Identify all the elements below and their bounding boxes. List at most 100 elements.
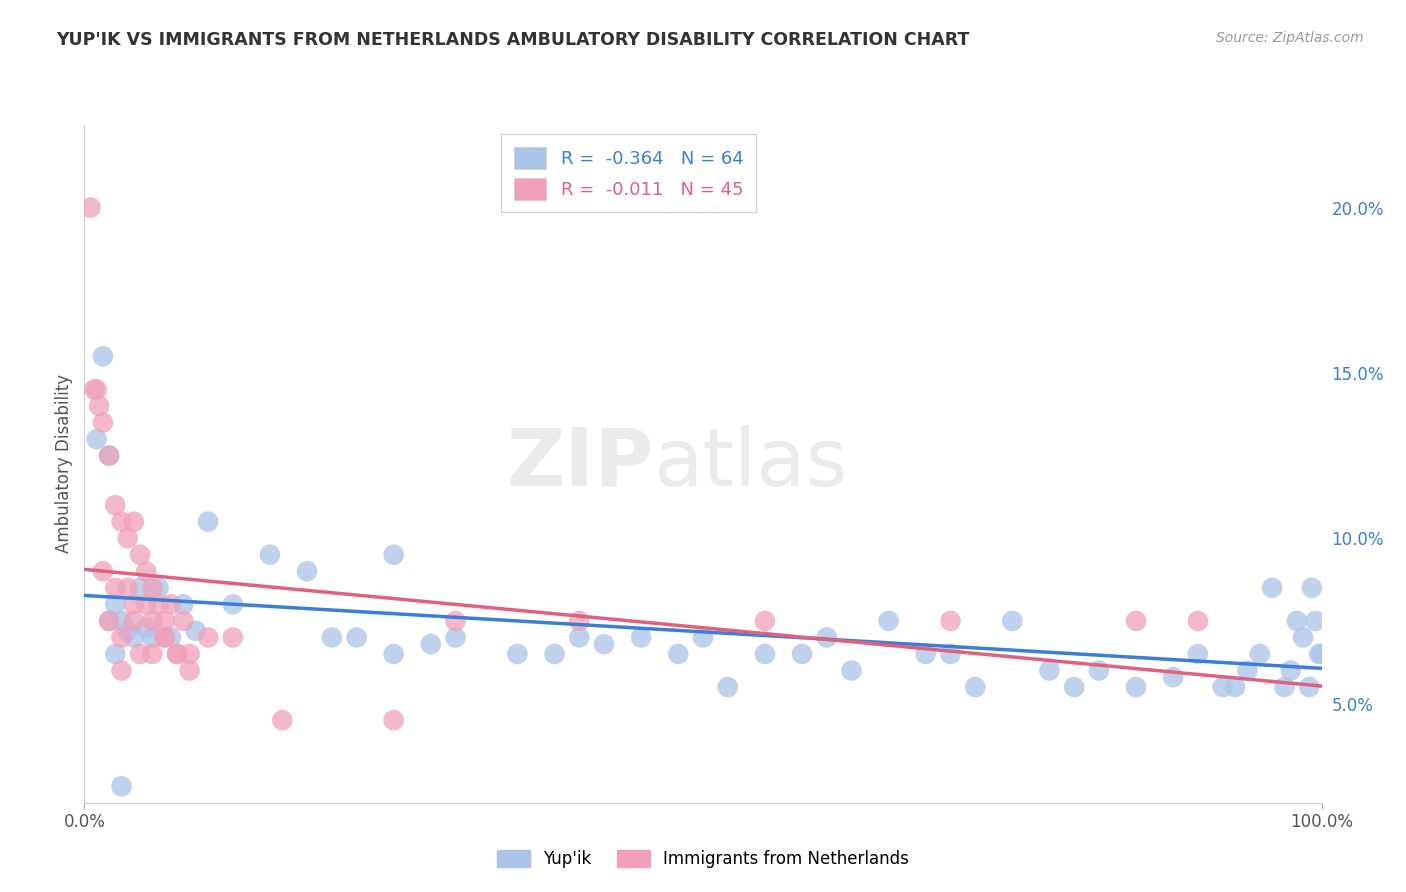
Point bbox=[86, 432, 108, 446]
Point bbox=[98, 614, 121, 628]
Point bbox=[79, 201, 101, 215]
Point bbox=[841, 664, 863, 678]
Point bbox=[122, 631, 145, 645]
Point bbox=[1212, 680, 1234, 694]
Point bbox=[129, 548, 152, 562]
Point bbox=[98, 449, 121, 463]
Point bbox=[1236, 664, 1258, 678]
Point bbox=[110, 631, 132, 645]
Point bbox=[1301, 581, 1323, 595]
Text: atlas: atlas bbox=[654, 425, 848, 503]
Point bbox=[1285, 614, 1308, 628]
Text: ZIP: ZIP bbox=[506, 425, 654, 503]
Point bbox=[666, 647, 689, 661]
Point bbox=[179, 664, 201, 678]
Point bbox=[1305, 614, 1327, 628]
Point bbox=[117, 624, 139, 638]
Point bbox=[1125, 680, 1147, 694]
Point bbox=[568, 614, 591, 628]
Point bbox=[965, 680, 987, 694]
Point bbox=[117, 581, 139, 595]
Point bbox=[148, 581, 170, 595]
Point bbox=[692, 631, 714, 645]
Point bbox=[91, 350, 114, 364]
Point bbox=[98, 614, 121, 628]
Point bbox=[117, 531, 139, 545]
Point bbox=[91, 416, 114, 430]
Point bbox=[141, 581, 163, 595]
Point bbox=[382, 548, 405, 562]
Text: Source: ZipAtlas.com: Source: ZipAtlas.com bbox=[1216, 31, 1364, 45]
Point bbox=[444, 614, 467, 628]
Point bbox=[104, 647, 127, 661]
Point bbox=[160, 598, 183, 612]
Point bbox=[630, 631, 652, 645]
Point bbox=[1088, 664, 1111, 678]
Point bbox=[110, 664, 132, 678]
Point bbox=[506, 647, 529, 661]
Point bbox=[172, 614, 194, 628]
Point bbox=[346, 631, 368, 645]
Point bbox=[568, 631, 591, 645]
Point bbox=[1187, 614, 1209, 628]
Text: YUP'IK VS IMMIGRANTS FROM NETHERLANDS AMBULATORY DISABILITY CORRELATION CHART: YUP'IK VS IMMIGRANTS FROM NETHERLANDS AM… bbox=[56, 31, 970, 49]
Point bbox=[1298, 680, 1320, 694]
Point bbox=[135, 598, 157, 612]
Point bbox=[593, 637, 616, 651]
Point bbox=[122, 515, 145, 529]
Point bbox=[148, 598, 170, 612]
Point bbox=[153, 631, 176, 645]
Point bbox=[419, 637, 441, 651]
Point bbox=[382, 647, 405, 661]
Point bbox=[1274, 680, 1296, 694]
Point bbox=[939, 614, 962, 628]
Point bbox=[1038, 664, 1060, 678]
Point bbox=[160, 631, 183, 645]
Point bbox=[1292, 631, 1315, 645]
Point bbox=[197, 631, 219, 645]
Point bbox=[141, 614, 163, 628]
Point bbox=[83, 383, 105, 397]
Point bbox=[129, 581, 152, 595]
Point bbox=[153, 614, 176, 628]
Point bbox=[790, 647, 813, 661]
Point bbox=[153, 631, 176, 645]
Point bbox=[1310, 647, 1333, 661]
Point bbox=[295, 564, 318, 578]
Point bbox=[1187, 647, 1209, 661]
Point bbox=[1308, 647, 1330, 661]
Point bbox=[179, 647, 201, 661]
Point bbox=[86, 383, 108, 397]
Point bbox=[122, 598, 145, 612]
Point bbox=[1161, 670, 1184, 684]
Point bbox=[98, 449, 121, 463]
Point bbox=[135, 564, 157, 578]
Point bbox=[444, 631, 467, 645]
Point bbox=[104, 498, 127, 512]
Point bbox=[271, 713, 294, 727]
Point bbox=[382, 713, 405, 727]
Point bbox=[197, 515, 219, 529]
Point bbox=[1279, 664, 1302, 678]
Point bbox=[754, 647, 776, 661]
Point bbox=[89, 399, 111, 413]
Point bbox=[1223, 680, 1246, 694]
Point bbox=[717, 680, 740, 694]
Point bbox=[129, 647, 152, 661]
Point bbox=[141, 647, 163, 661]
Point bbox=[222, 598, 245, 612]
Point bbox=[939, 647, 962, 661]
Point bbox=[222, 631, 245, 645]
Point bbox=[166, 647, 188, 661]
Point bbox=[259, 548, 281, 562]
Point bbox=[172, 598, 194, 612]
Legend: R =  -0.364   N = 64, R =  -0.011   N = 45: R = -0.364 N = 64, R = -0.011 N = 45 bbox=[502, 134, 756, 212]
Point bbox=[110, 614, 132, 628]
Point bbox=[754, 614, 776, 628]
Point bbox=[1001, 614, 1024, 628]
Point bbox=[321, 631, 343, 645]
Point bbox=[91, 564, 114, 578]
Point bbox=[110, 779, 132, 793]
Point bbox=[135, 621, 157, 635]
Point bbox=[184, 624, 207, 638]
